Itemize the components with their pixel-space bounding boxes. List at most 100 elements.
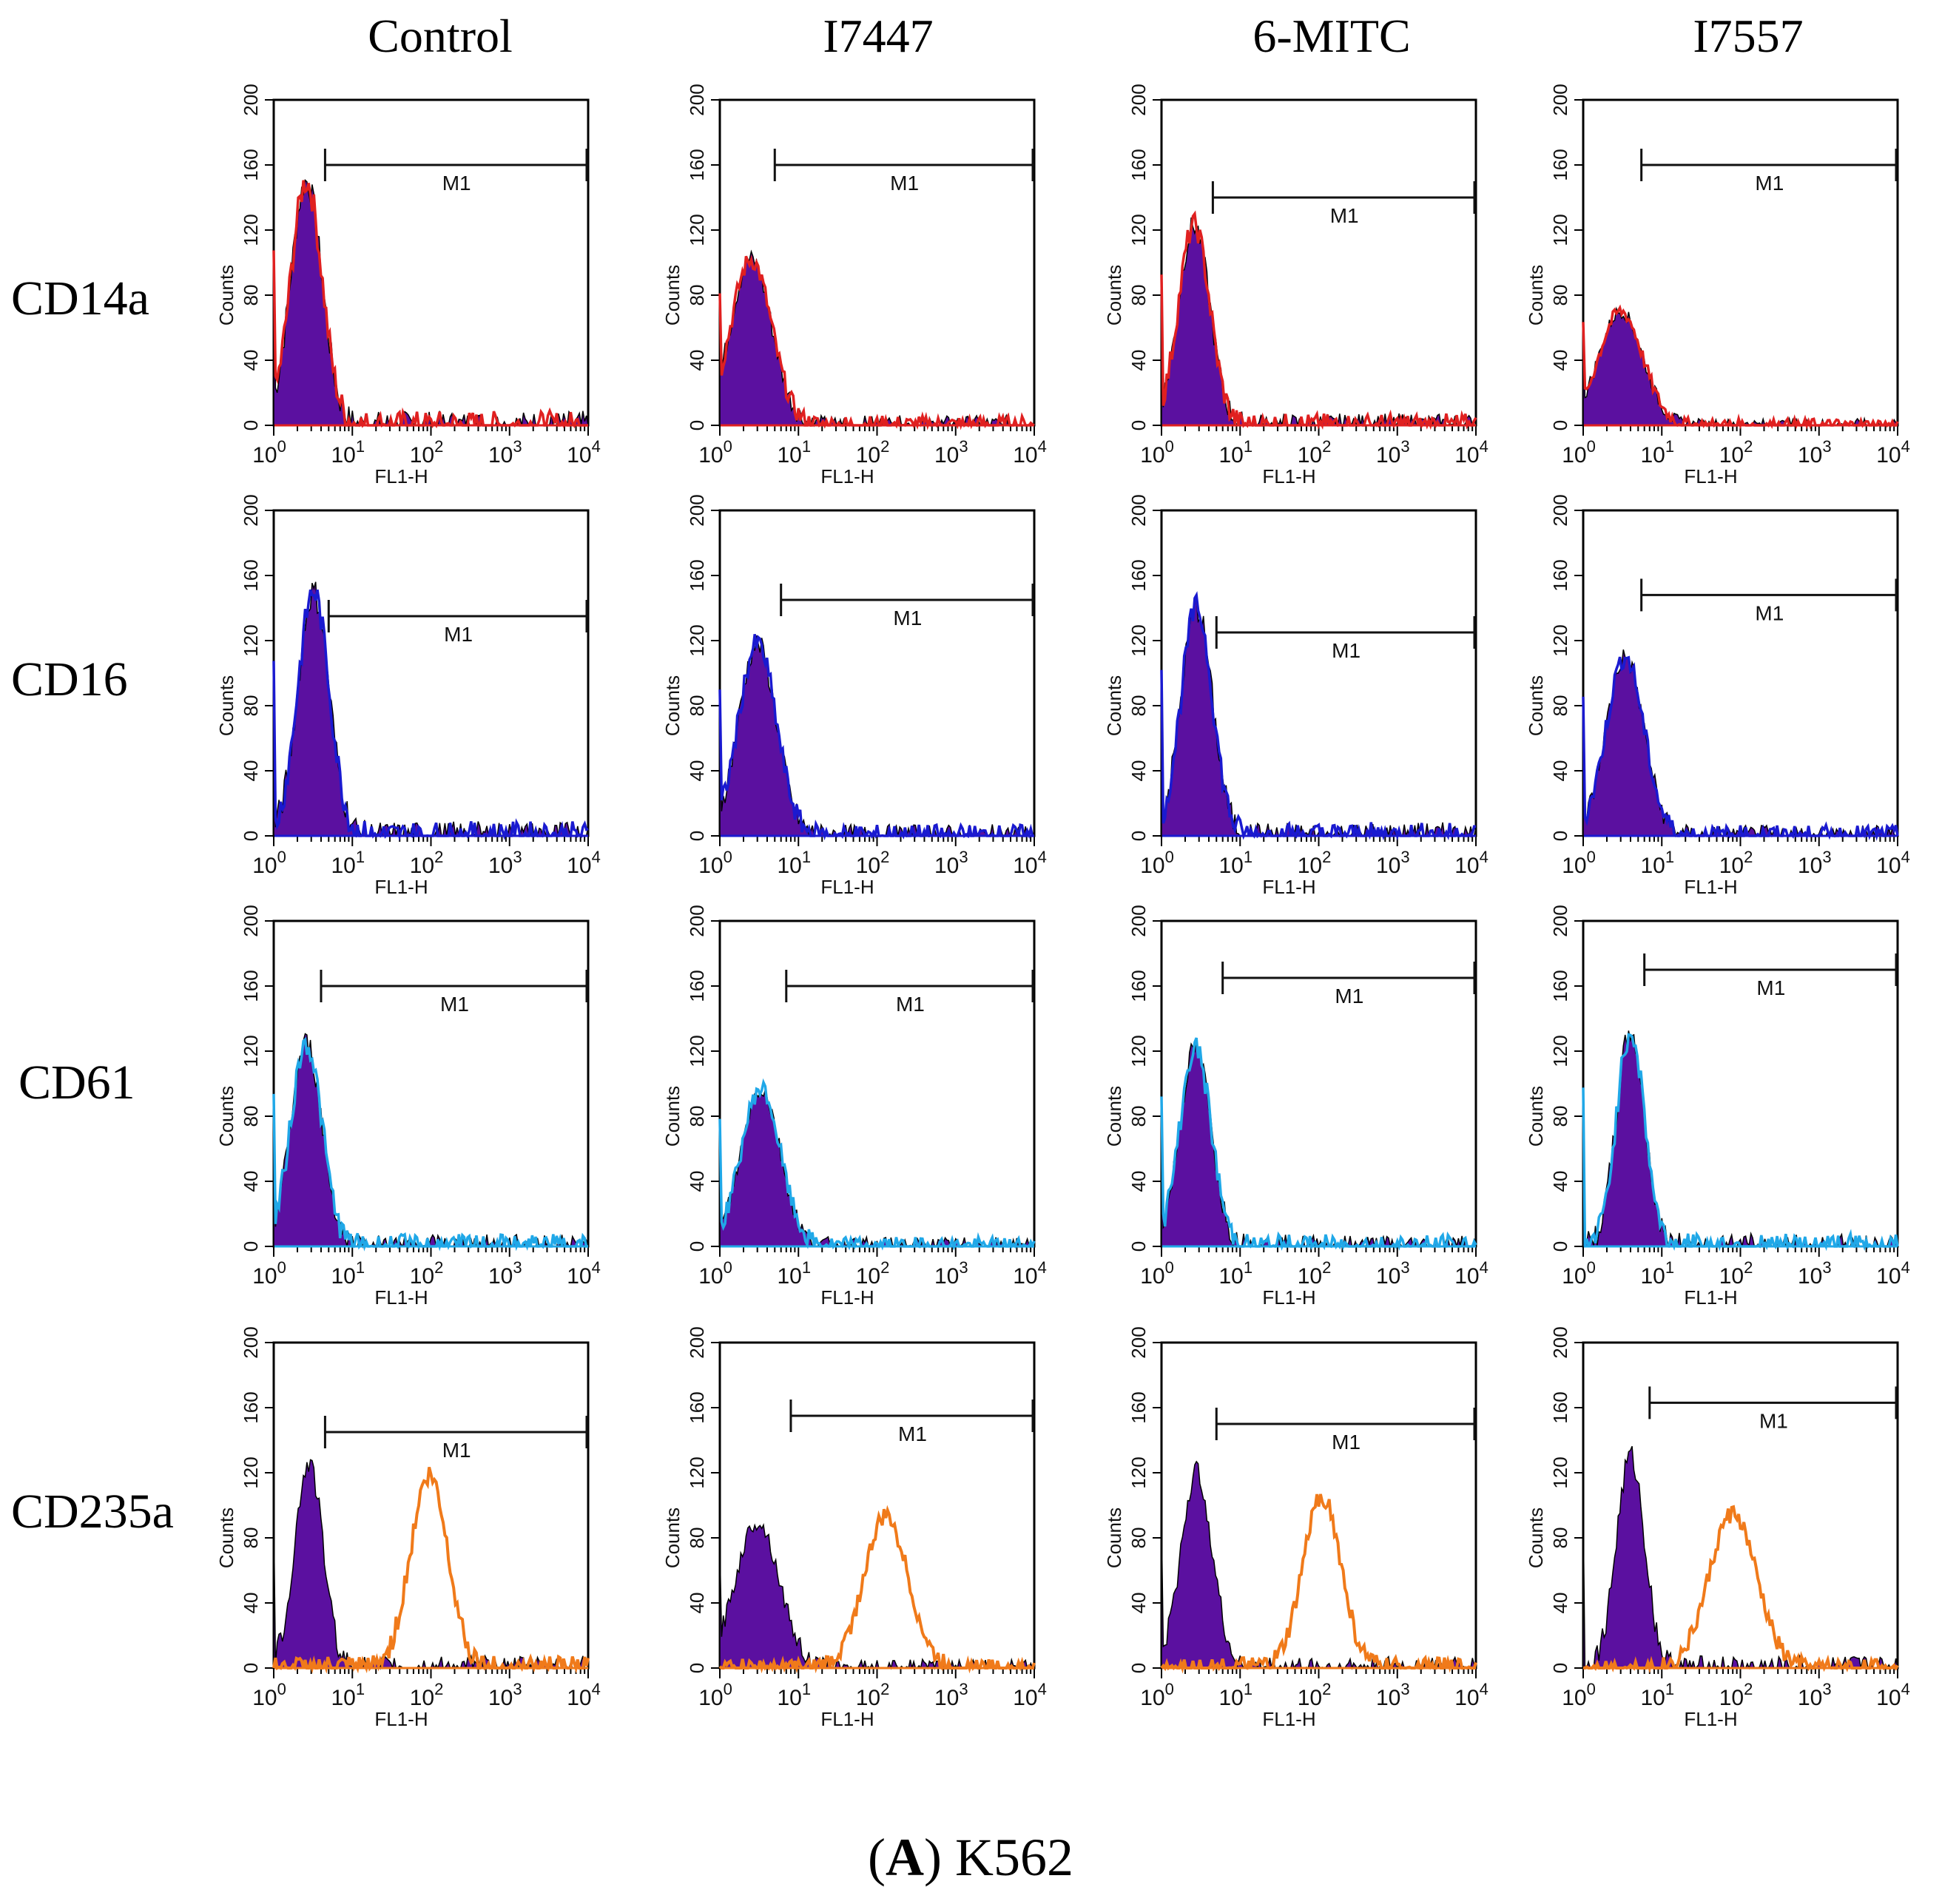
y-tick-label: 120 — [1127, 624, 1150, 656]
x-tick-base: 10 — [488, 854, 513, 878]
gate-m1-label: M1 — [898, 1422, 927, 1445]
x-tick-exponent: 3 — [1822, 1680, 1831, 1698]
x-tick-label: 104 — [1013, 437, 1047, 467]
x-axis-label: FL1-H — [820, 465, 874, 487]
histogram-panel-cd14a-i7447: 100 101 102 103 104FL1-H04080120160200Counts… — [661, 84, 1047, 487]
x-tick-exponent: 2 — [1322, 437, 1331, 456]
y-tick-label: 40 — [1127, 1171, 1150, 1192]
x-tick-exponent: 4 — [1038, 1680, 1047, 1698]
x-tick-exponent: 0 — [277, 1258, 286, 1277]
x-tick-base: 10 — [1013, 854, 1037, 878]
x-tick-base: 10 — [1798, 443, 1822, 467]
x-tick-label: 104 — [1876, 1258, 1910, 1289]
x-tick-label: 103 — [1376, 1258, 1410, 1289]
x-tick-exponent: 4 — [1480, 437, 1488, 456]
x-tick-exponent: 3 — [513, 1680, 522, 1698]
x-tick-base: 10 — [1013, 1686, 1037, 1710]
x-tick-label: 103 — [934, 437, 968, 467]
x-tick-base: 10 — [410, 443, 434, 467]
histogram-panels: 100 101 102 103 104FL1-H04080120160200Counts… — [215, 84, 1910, 1730]
x-tick-base: 10 — [1454, 1686, 1479, 1710]
y-tick-label: 160 — [1127, 970, 1150, 1002]
x-tick-exponent: 1 — [802, 1258, 811, 1277]
y-tick-label: 40 — [1549, 350, 1571, 371]
y-tick-label: 120 — [1549, 624, 1571, 656]
x-axis-label: FL1-H — [1684, 1286, 1737, 1309]
x-tick-exponent: 0 — [1587, 437, 1596, 456]
x-tick-exponent: 4 — [1480, 848, 1488, 866]
x-tick-label: 104 — [1454, 437, 1488, 467]
y-tick-label: 0 — [1127, 420, 1150, 431]
x-tick-base: 10 — [567, 854, 591, 878]
x-tick-label: 101 — [1640, 1680, 1674, 1710]
x-tick-label: 100 — [1140, 1680, 1174, 1710]
x-tick-base: 10 — [1218, 443, 1243, 467]
y-axis-label: Counts — [215, 265, 237, 325]
x-tick-base: 10 — [1798, 854, 1822, 878]
y-tick-label: 200 — [240, 1326, 262, 1358]
x-tick-base: 10 — [1876, 1264, 1901, 1289]
x-tick-exponent: 1 — [1244, 1680, 1252, 1698]
x-tick-exponent: 4 — [592, 437, 601, 456]
x-tick-exponent: 0 — [1165, 437, 1174, 456]
gate-m1-label: M1 — [442, 1439, 471, 1462]
gate-m1-label: M1 — [1330, 204, 1359, 227]
y-axis-label: Counts — [215, 675, 237, 736]
gate-m1-label: M1 — [1755, 601, 1784, 624]
x-tick-label: 104 — [567, 848, 601, 878]
x-tick-label: 103 — [1376, 1680, 1410, 1710]
x-tick-label: 101 — [777, 1258, 811, 1289]
x-tick-label: 103 — [1376, 437, 1410, 467]
x-tick-label: 103 — [934, 848, 968, 878]
y-axis-label: Counts — [1525, 1508, 1547, 1568]
y-axis-label: Counts — [1525, 265, 1547, 325]
x-tick-exponent: 4 — [1480, 1680, 1488, 1698]
x-tick-base: 10 — [331, 854, 355, 878]
x-tick-exponent: 2 — [1744, 437, 1753, 456]
y-tick-label: 160 — [1549, 559, 1571, 591]
x-tick-exponent: 3 — [1400, 1680, 1409, 1698]
y-tick-label: 80 — [1127, 695, 1150, 717]
x-tick-base: 10 — [1376, 854, 1400, 878]
y-tick-label: 80 — [686, 1106, 708, 1127]
x-tick-label: 103 — [934, 1680, 968, 1710]
x-tick-label: 100 — [698, 1258, 732, 1289]
y-tick-label: 200 — [1127, 494, 1150, 526]
x-tick-label: 100 — [1140, 848, 1174, 878]
x-tick-label: 100 — [698, 848, 732, 878]
x-tick-label: 101 — [331, 1258, 365, 1289]
y-axis-label: Counts — [1103, 1508, 1125, 1568]
x-tick-label: 100 — [252, 1258, 286, 1289]
x-tick-label: 101 — [777, 1680, 811, 1710]
y-tick-label: 80 — [1549, 1106, 1571, 1127]
y-tick-label: 120 — [1127, 1456, 1150, 1488]
y-axis-label: Counts — [1103, 265, 1125, 325]
x-tick-base: 10 — [1218, 1686, 1243, 1710]
x-tick-label: 104 — [1876, 848, 1910, 878]
x-tick-label: 102 — [410, 1258, 444, 1289]
x-tick-exponent: 3 — [513, 848, 522, 866]
x-tick-label: 100 — [252, 1680, 286, 1710]
y-tick-label: 160 — [1549, 970, 1571, 1002]
x-tick-base: 10 — [1562, 854, 1586, 878]
x-tick-base: 10 — [934, 1686, 959, 1710]
y-tick-label: 200 — [240, 84, 262, 115]
x-tick-base: 10 — [410, 1686, 434, 1710]
x-tick-label: 100 — [1562, 437, 1596, 467]
x-tick-base: 10 — [698, 443, 723, 467]
y-tick-label: 120 — [686, 1035, 708, 1067]
x-tick-exponent: 4 — [1038, 848, 1047, 866]
histogram-panel-cd14a-6-mitc: 100 101 102 103 104FL1-H04080120160200Counts… — [1103, 84, 1488, 487]
y-tick-label: 120 — [1127, 214, 1150, 246]
y-tick-label: 0 — [1549, 1241, 1571, 1252]
x-tick-label: 102 — [856, 1258, 890, 1289]
gate-m1-label: M1 — [1332, 1431, 1361, 1454]
histogram-panel-cd235a-6-mitc: 100 101 102 103 104FL1-H04080120160200Counts… — [1103, 1326, 1488, 1730]
x-tick-label: 102 — [856, 848, 890, 878]
y-tick-label: 160 — [240, 559, 262, 591]
x-tick-label: 101 — [331, 1680, 365, 1710]
y-tick-label: 40 — [686, 350, 708, 371]
x-tick-base: 10 — [1876, 854, 1901, 878]
y-tick-label: 120 — [1549, 1456, 1571, 1488]
